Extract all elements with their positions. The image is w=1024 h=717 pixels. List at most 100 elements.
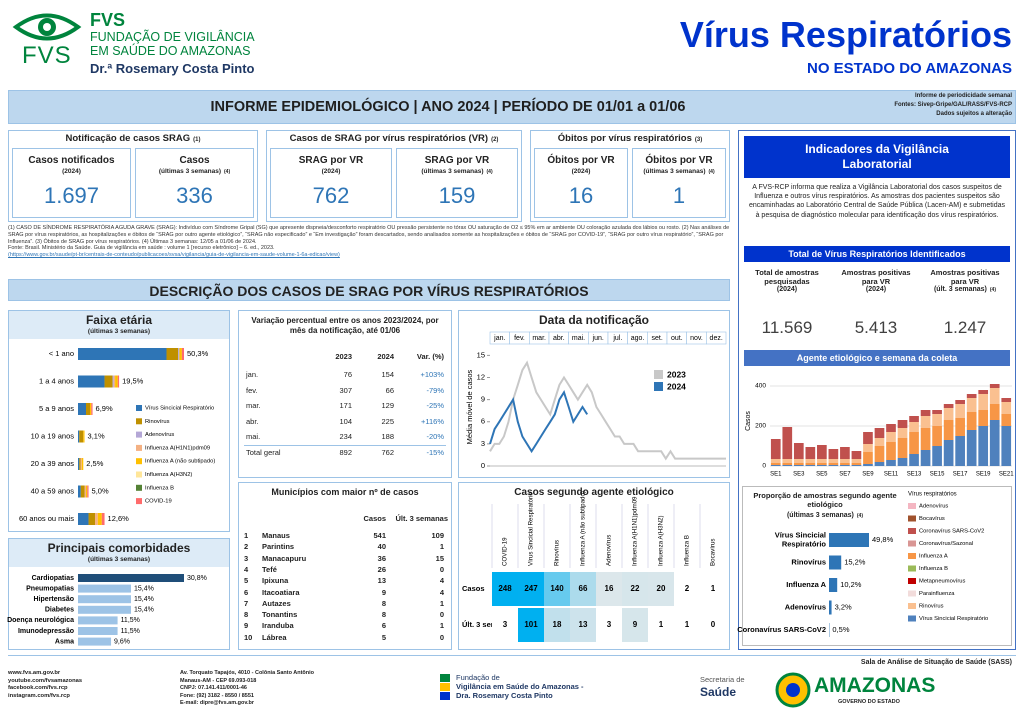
panel bbox=[738, 130, 1016, 650]
kpi-group-note: (1) bbox=[193, 137, 201, 143]
bar-segment bbox=[989, 420, 1000, 466]
line bbox=[489, 360, 726, 461]
bar-segment bbox=[87, 485, 89, 498]
bar-segment bbox=[104, 375, 113, 388]
legend-label: COVID-19 bbox=[145, 499, 172, 505]
bar-segment bbox=[989, 384, 1000, 388]
legend-label: 2024 bbox=[667, 381, 686, 391]
footer-link: instagram.com/fvs.rcp bbox=[8, 692, 70, 699]
bar-segment bbox=[805, 459, 816, 463]
bar-segment bbox=[943, 440, 954, 466]
bar-segment bbox=[932, 410, 942, 414]
row-label: Total geral bbox=[246, 447, 281, 457]
column-header: Vírus Sincicial Respiratório bbox=[528, 492, 535, 566]
cell: 4 bbox=[439, 576, 444, 586]
cell-value: 20 bbox=[657, 584, 666, 593]
lab-card: Total de amostras pesquisadas (2024) 11.56… bbox=[744, 268, 830, 344]
heat-cell bbox=[596, 572, 622, 606]
heat-cell bbox=[674, 572, 700, 606]
bar-segment bbox=[955, 418, 965, 436]
x-tick-label: SE13 bbox=[907, 472, 922, 478]
bar-segment bbox=[840, 447, 850, 459]
legend-swatch bbox=[908, 615, 916, 622]
cell: 892 bbox=[339, 447, 352, 457]
chart-note: (4) bbox=[856, 513, 864, 519]
bar-segment bbox=[78, 430, 80, 443]
heat-cell bbox=[700, 608, 726, 642]
kpi-label: Óbitos por VR bbox=[547, 155, 615, 166]
legend-label: Bocavírus bbox=[919, 516, 945, 522]
x-tick-label: SE19 bbox=[976, 472, 991, 478]
page-title: Vírus Respiratórios bbox=[679, 14, 1012, 55]
column-header: Influenza A(H1N1)pdm09 bbox=[632, 496, 639, 566]
bar-segment bbox=[178, 348, 180, 360]
kpi-period: (últimas 3 semanas) (4) bbox=[397, 168, 517, 175]
kpi-period-text: (2024) bbox=[571, 168, 591, 175]
lab-card-label: Total de amostras pesquisadas bbox=[755, 268, 819, 286]
bar bbox=[78, 627, 118, 635]
bar-segment bbox=[978, 394, 989, 410]
value-label: 10,2% bbox=[840, 580, 862, 589]
bar-segment bbox=[770, 459, 781, 463]
chart-header bbox=[9, 311, 229, 339]
cell: 1 bbox=[439, 598, 444, 608]
bar-segment bbox=[863, 444, 873, 452]
kpi-value: 1 bbox=[672, 183, 686, 208]
month-label: fev. bbox=[514, 335, 525, 342]
legend-label: Vírus Sincicial Respiratório bbox=[919, 616, 988, 622]
footer-address: CNPJ: 07.141.411/0001-46 bbox=[180, 685, 247, 691]
category-label: < 1 ano bbox=[49, 349, 74, 358]
kpi-label: Óbitos por VR bbox=[645, 155, 713, 166]
cell: 762 bbox=[381, 447, 394, 457]
chart-title: Principais comorbidades bbox=[47, 541, 191, 555]
bar-segment bbox=[828, 463, 839, 465]
bar-segment bbox=[782, 463, 793, 465]
cell-value: 13 bbox=[579, 620, 588, 629]
foundation-icon bbox=[440, 674, 450, 700]
bar-segment bbox=[932, 426, 942, 446]
cell-value: 1 bbox=[685, 620, 690, 629]
cell-value: 247 bbox=[524, 584, 538, 593]
kpi-group-title: Notificação de casos SRAG (1) bbox=[8, 133, 258, 144]
agent-week-chart: 0 200 400 Casos SE1 SE3 SE5 SE7 SE9 SE11 SE13 SE15 S… bbox=[745, 383, 1014, 478]
category-label: 60 anos ou mais bbox=[19, 514, 74, 523]
month-cell bbox=[706, 331, 727, 345]
legend-label: Influenza A(H3N2) bbox=[145, 472, 192, 478]
value-label: 9,6% bbox=[114, 638, 130, 645]
legend-label: Influenza B bbox=[919, 566, 948, 572]
bar-segment bbox=[770, 463, 781, 465]
footer-address: Fone: (92) 3182 - 8550 / 8551 bbox=[180, 692, 254, 699]
legend-label: Influenza A (não subtipado) bbox=[145, 459, 215, 465]
bar-segment bbox=[966, 412, 977, 430]
bar-segment bbox=[886, 460, 896, 466]
rank: 8 bbox=[244, 610, 249, 620]
value-label: 49,8% bbox=[872, 535, 894, 544]
kpi-card: Casos notificados (2024) 1.697 bbox=[12, 148, 131, 218]
bar-segment bbox=[793, 463, 804, 465]
bar-segment bbox=[909, 454, 919, 466]
kpi-label: SRAG por VR bbox=[424, 155, 490, 166]
bar-segment bbox=[909, 416, 919, 422]
x-tick-label: SE11 bbox=[884, 472, 899, 478]
bar-segment bbox=[978, 426, 989, 466]
org-line: Dr.ª Rosemary Costa Pinto bbox=[90, 61, 255, 76]
chart-title: Proporção de amostras segundo agente eti… bbox=[753, 491, 897, 509]
bar-segment bbox=[966, 394, 977, 398]
column-header: Influenza A(H3N2) bbox=[658, 515, 665, 566]
cell: 8 bbox=[381, 610, 386, 620]
heat-cell bbox=[570, 608, 596, 642]
cell: 109 bbox=[431, 531, 444, 540]
bar-segment bbox=[181, 348, 184, 360]
bar-segment bbox=[955, 436, 965, 466]
cell: 307 bbox=[339, 385, 352, 395]
kpi-value: 1.697 bbox=[43, 183, 100, 208]
kpi-card: SRAG por VR (últimas 3 semanas) (4) 159 bbox=[396, 148, 518, 218]
bar-segment bbox=[874, 428, 885, 438]
bar-segment bbox=[1001, 426, 1012, 466]
panel bbox=[458, 310, 730, 478]
chart-title: Agente etiológico e semana da coleta bbox=[744, 350, 1010, 366]
column-header: Var. (%) bbox=[416, 352, 444, 361]
kpi-period-text: (últimas 3 semanas) bbox=[643, 168, 706, 175]
bar-segment bbox=[83, 430, 85, 443]
lab-card-value: 1.247 bbox=[943, 318, 987, 337]
